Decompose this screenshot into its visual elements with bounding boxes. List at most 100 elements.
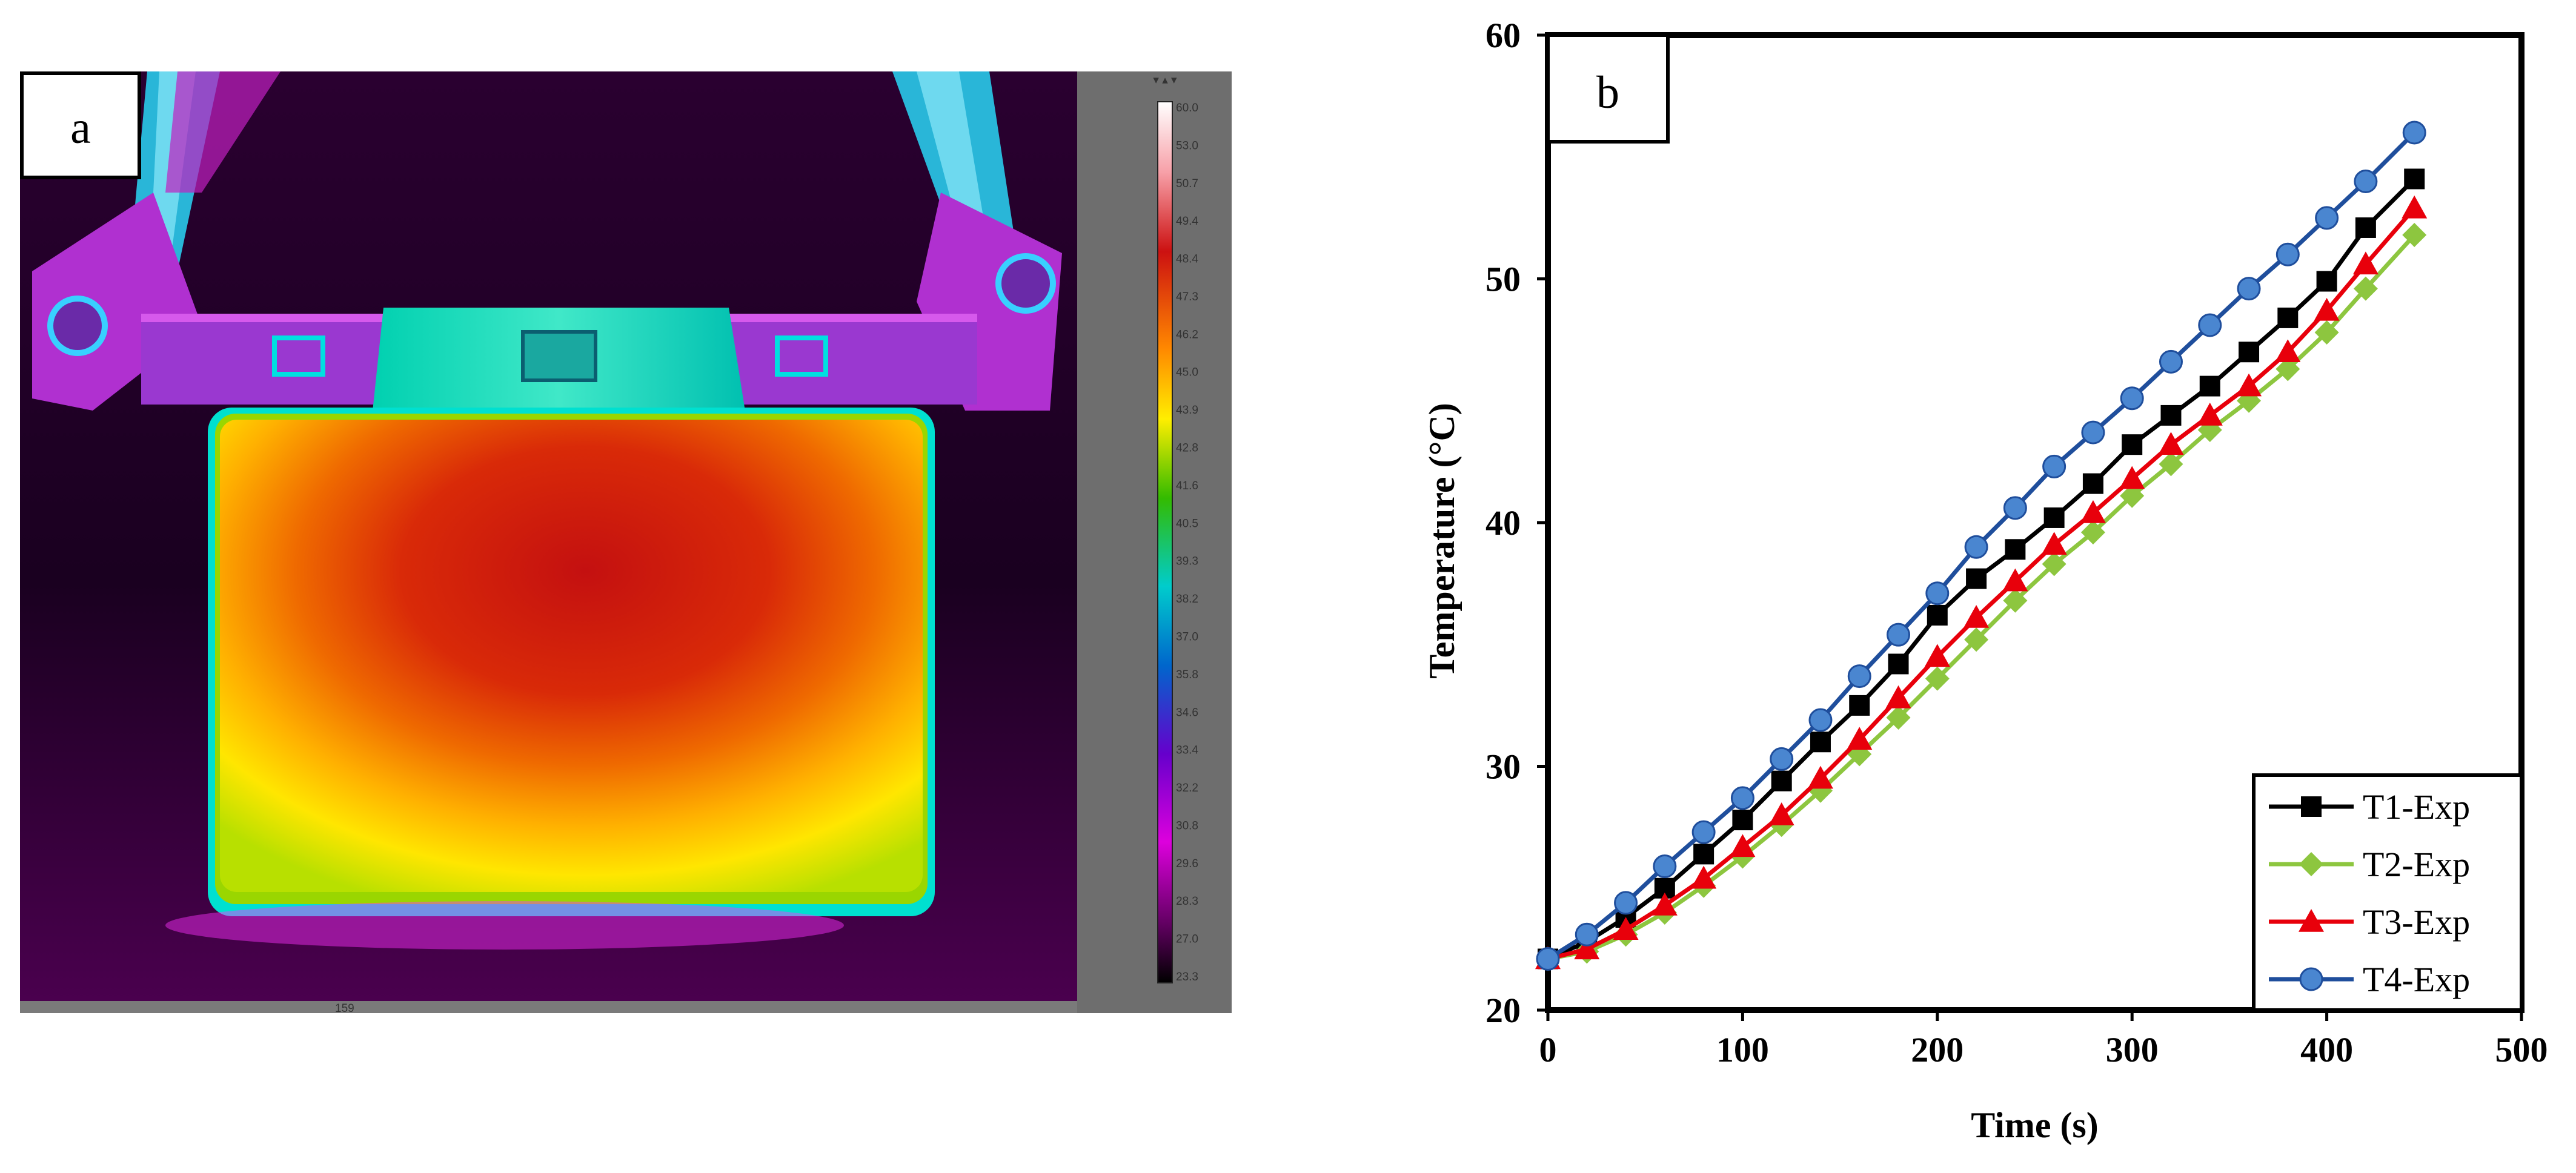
thermal-sidebar	[1077, 71, 1232, 1013]
data-point	[2237, 277, 2261, 301]
x-tick-label: 300	[2106, 1030, 2159, 1069]
data-point	[2352, 251, 2378, 275]
series-t4-exp	[1536, 121, 2426, 971]
data-point	[2353, 276, 2378, 301]
x-axis-title: Time (s)	[1971, 1105, 2099, 1145]
data-point	[1691, 865, 1717, 889]
thermal-scale-tick: 39.3	[1176, 555, 1198, 568]
data-point	[1847, 727, 1873, 750]
thermal-scale-ticks: 60.0 53.0 50.7 49.4 48.4 47.3 46.2 45.0 43.9 42.8…	[1176, 102, 1198, 983]
data-point	[1768, 802, 1794, 825]
data-point	[2402, 121, 2426, 145]
data-point	[1886, 705, 1911, 730]
thermal-scale-tick: 42.8	[1176, 442, 1198, 455]
thermal-scale-tick: 35.8	[1176, 669, 1198, 681]
legend-label: T3-Exp	[2363, 902, 2470, 942]
thermal-scale-tick: 33.4	[1176, 744, 1198, 757]
series-t3-exp	[1535, 195, 2428, 970]
legend-entry: T4-Exp	[2269, 960, 2470, 999]
data-point	[2239, 342, 2260, 363]
data-point	[1964, 627, 1989, 652]
data-point	[1651, 892, 1678, 916]
data-point	[1966, 568, 1987, 589]
thermal-scale-tick: 48.4	[1176, 253, 1198, 266]
data-point	[1730, 786, 1754, 810]
legend-swatch-marker	[2299, 909, 2324, 932]
thermal-scale-tick: 46.2	[1176, 328, 1198, 341]
data-point	[1770, 747, 1794, 771]
legend-swatch-marker	[2301, 796, 2322, 817]
data-point	[1771, 770, 1792, 791]
y-tick-label: 20	[1486, 991, 1521, 1030]
data-point	[1810, 732, 1831, 753]
data-point	[1613, 917, 1639, 940]
thermal-image-panel: 60.0 53.0 50.7 49.4 48.4 47.3 46.2 45.0 43.9 42.8…	[20, 71, 1232, 1015]
data-point	[1847, 664, 1871, 689]
data-point	[2042, 454, 2066, 478]
data-point	[2043, 507, 2065, 528]
data-point	[2354, 170, 2378, 193]
data-point	[1732, 810, 1753, 831]
thermal-bottom-readout: 159	[335, 1002, 354, 1013]
data-point	[1807, 765, 1833, 789]
y-tick-label: 60	[1486, 16, 1521, 55]
thermal-scale-tick: 53.0	[1176, 139, 1198, 152]
chart-axes: 0 100 200 300 400 500 20 30 40 50 60	[1486, 16, 2548, 1069]
legend-swatch-marker	[2299, 967, 2323, 991]
y-axis-title: Temperature (°C)	[1422, 403, 1462, 679]
thermal-scale-tick: 34.6	[1176, 706, 1198, 719]
legend-box	[2252, 773, 2523, 1012]
thermal-scale-tick: 40.5	[1176, 517, 1198, 530]
data-point	[1536, 947, 1560, 971]
data-point	[1693, 844, 1715, 865]
data-point	[2120, 386, 2144, 411]
data-point	[2003, 496, 2027, 520]
x-tick-label: 100	[1716, 1030, 1769, 1069]
data-point	[1964, 535, 1988, 559]
x-tick-label: 200	[1911, 1030, 1964, 1069]
thermal-scale-tick: 27.0	[1176, 933, 1198, 946]
legend-entry: T2-Exp	[2269, 845, 2470, 884]
data-point	[2080, 500, 2106, 523]
data-point	[2276, 357, 2300, 382]
data-point	[2159, 349, 2183, 374]
data-point	[1927, 604, 1948, 626]
data-point	[2198, 313, 2222, 337]
data-point	[1964, 604, 1990, 628]
chart-series	[1535, 121, 2428, 971]
data-point	[2002, 568, 2028, 592]
data-point	[2199, 375, 2220, 397]
data-point	[2042, 552, 2066, 577]
thermal-scale-tick: 38.2	[1176, 593, 1198, 606]
data-point	[1885, 685, 1911, 709]
legend-entry: T1-Exp	[2269, 787, 2470, 827]
data-point	[2275, 339, 2301, 363]
data-point	[2080, 520, 2105, 545]
data-point	[2277, 307, 2299, 328]
data-point	[2120, 483, 2145, 508]
legend-label: T1-Exp	[2363, 787, 2470, 827]
thermal-scale-tick: 43.9	[1176, 404, 1198, 417]
data-point	[2158, 432, 2184, 455]
data-point	[1730, 834, 1756, 857]
data-point	[2355, 217, 2376, 238]
data-point	[2314, 297, 2340, 321]
panel-a-label: a	[70, 102, 91, 153]
data-point	[2402, 195, 2428, 219]
battery-body-hotspot	[220, 420, 923, 892]
panel-a-label-box: a	[20, 71, 141, 179]
y-tick-label: 50	[1486, 260, 1521, 299]
thermal-scale-tick: 28.3	[1176, 895, 1198, 908]
data-point	[2005, 539, 2026, 560]
data-point	[1888, 653, 1909, 675]
x-tick-label: 500	[2495, 1030, 2548, 1069]
thermal-color-scale	[1157, 101, 1173, 983]
data-point	[1574, 936, 1600, 960]
data-point	[2119, 466, 2145, 489]
thermal-image: 60.0 53.0 50.7 49.4 48.4 47.3 46.2 45.0 43.9 42.8…	[20, 71, 1232, 1015]
panel-b-label: b	[1596, 67, 1619, 118]
y-tick-label: 30	[1486, 747, 1521, 787]
legend-swatch-marker	[2299, 852, 2323, 876]
thermal-scale-tick: 50.7	[1176, 177, 1198, 190]
